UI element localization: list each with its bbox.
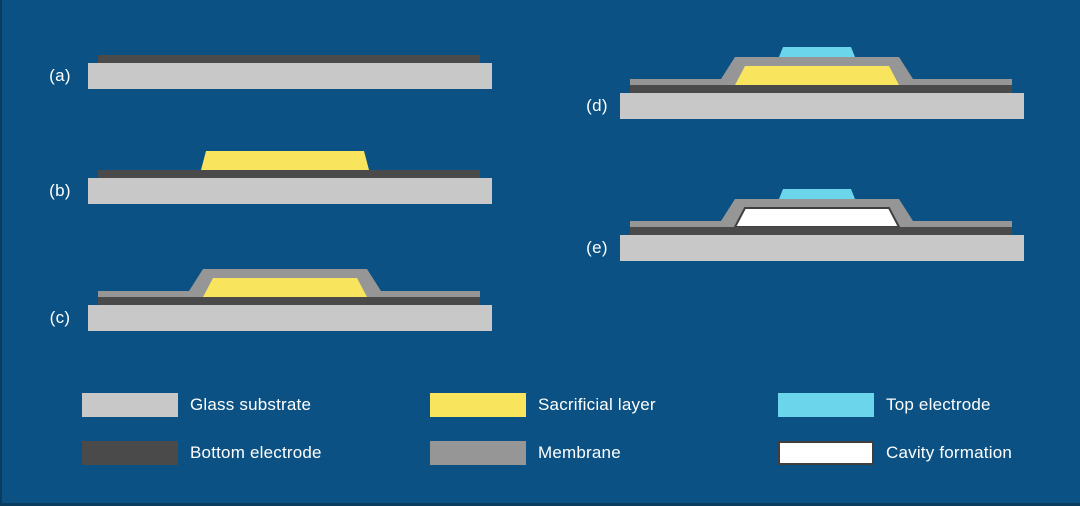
panel-e-label: (e) [586,238,608,257]
bottom-electrode-layer [98,170,480,178]
top-electrode-layer [779,47,855,57]
panel-d [620,47,1024,119]
cavity-formation-swatch [778,441,874,465]
glass-substrate-layer [88,63,492,89]
glass-substrate-swatch [82,393,178,417]
glass-substrate-layer [620,235,1024,261]
glass-substrate-layer [88,178,492,204]
bottom-electrode-layer [98,297,480,305]
bottom-edge-strip [0,503,1080,506]
legend-item-sacrificial-layer: Sacrificial layer [430,393,656,417]
sacrificial-layer-shape [201,151,369,170]
legend-label: Cavity formation [886,443,1013,462]
panel-b [88,151,492,204]
legend-label: Membrane [538,443,621,462]
cavity-shape [733,207,901,228]
legend-label: Sacrificial layer [538,395,656,414]
legend-label: Top electrode [886,395,991,414]
bottom-electrode-layer [98,55,480,63]
panel-a-label: (a) [49,66,71,85]
panel-d-label: (d) [586,96,608,115]
sacrificial-layer-swatch [430,393,526,417]
panel-e [620,189,1024,261]
sacrificial-layer-shape [203,278,367,297]
legend-item-cavity-formation: Cavity formation [778,441,1012,465]
top-electrode-layer [779,189,855,199]
glass-substrate-layer [88,305,492,331]
legend-label: Bottom electrode [190,443,322,462]
glass-substrate-layer [620,93,1024,119]
top-electrode-swatch [778,393,874,417]
legend-item-top-electrode: Top electrode [778,393,991,417]
legend-item-membrane: Membrane [430,441,621,465]
sacrificial-layer-shape [735,66,899,85]
panel-c-label: (c) [49,308,71,327]
panel-c [88,269,492,331]
panel-b-label: (b) [49,181,71,200]
panel-a [88,55,492,89]
bottom-electrode-swatch [82,441,178,465]
left-edge-strip [0,0,2,506]
bottom-electrode-layer [630,85,1012,93]
bottom-electrode-layer [630,227,1012,235]
membrane-swatch [430,441,526,465]
legend-label: Glass substrate [190,395,312,414]
legend-item-glass-substrate: Glass substrate [82,393,311,417]
legend-item-bottom-electrode: Bottom electrode [82,441,322,465]
